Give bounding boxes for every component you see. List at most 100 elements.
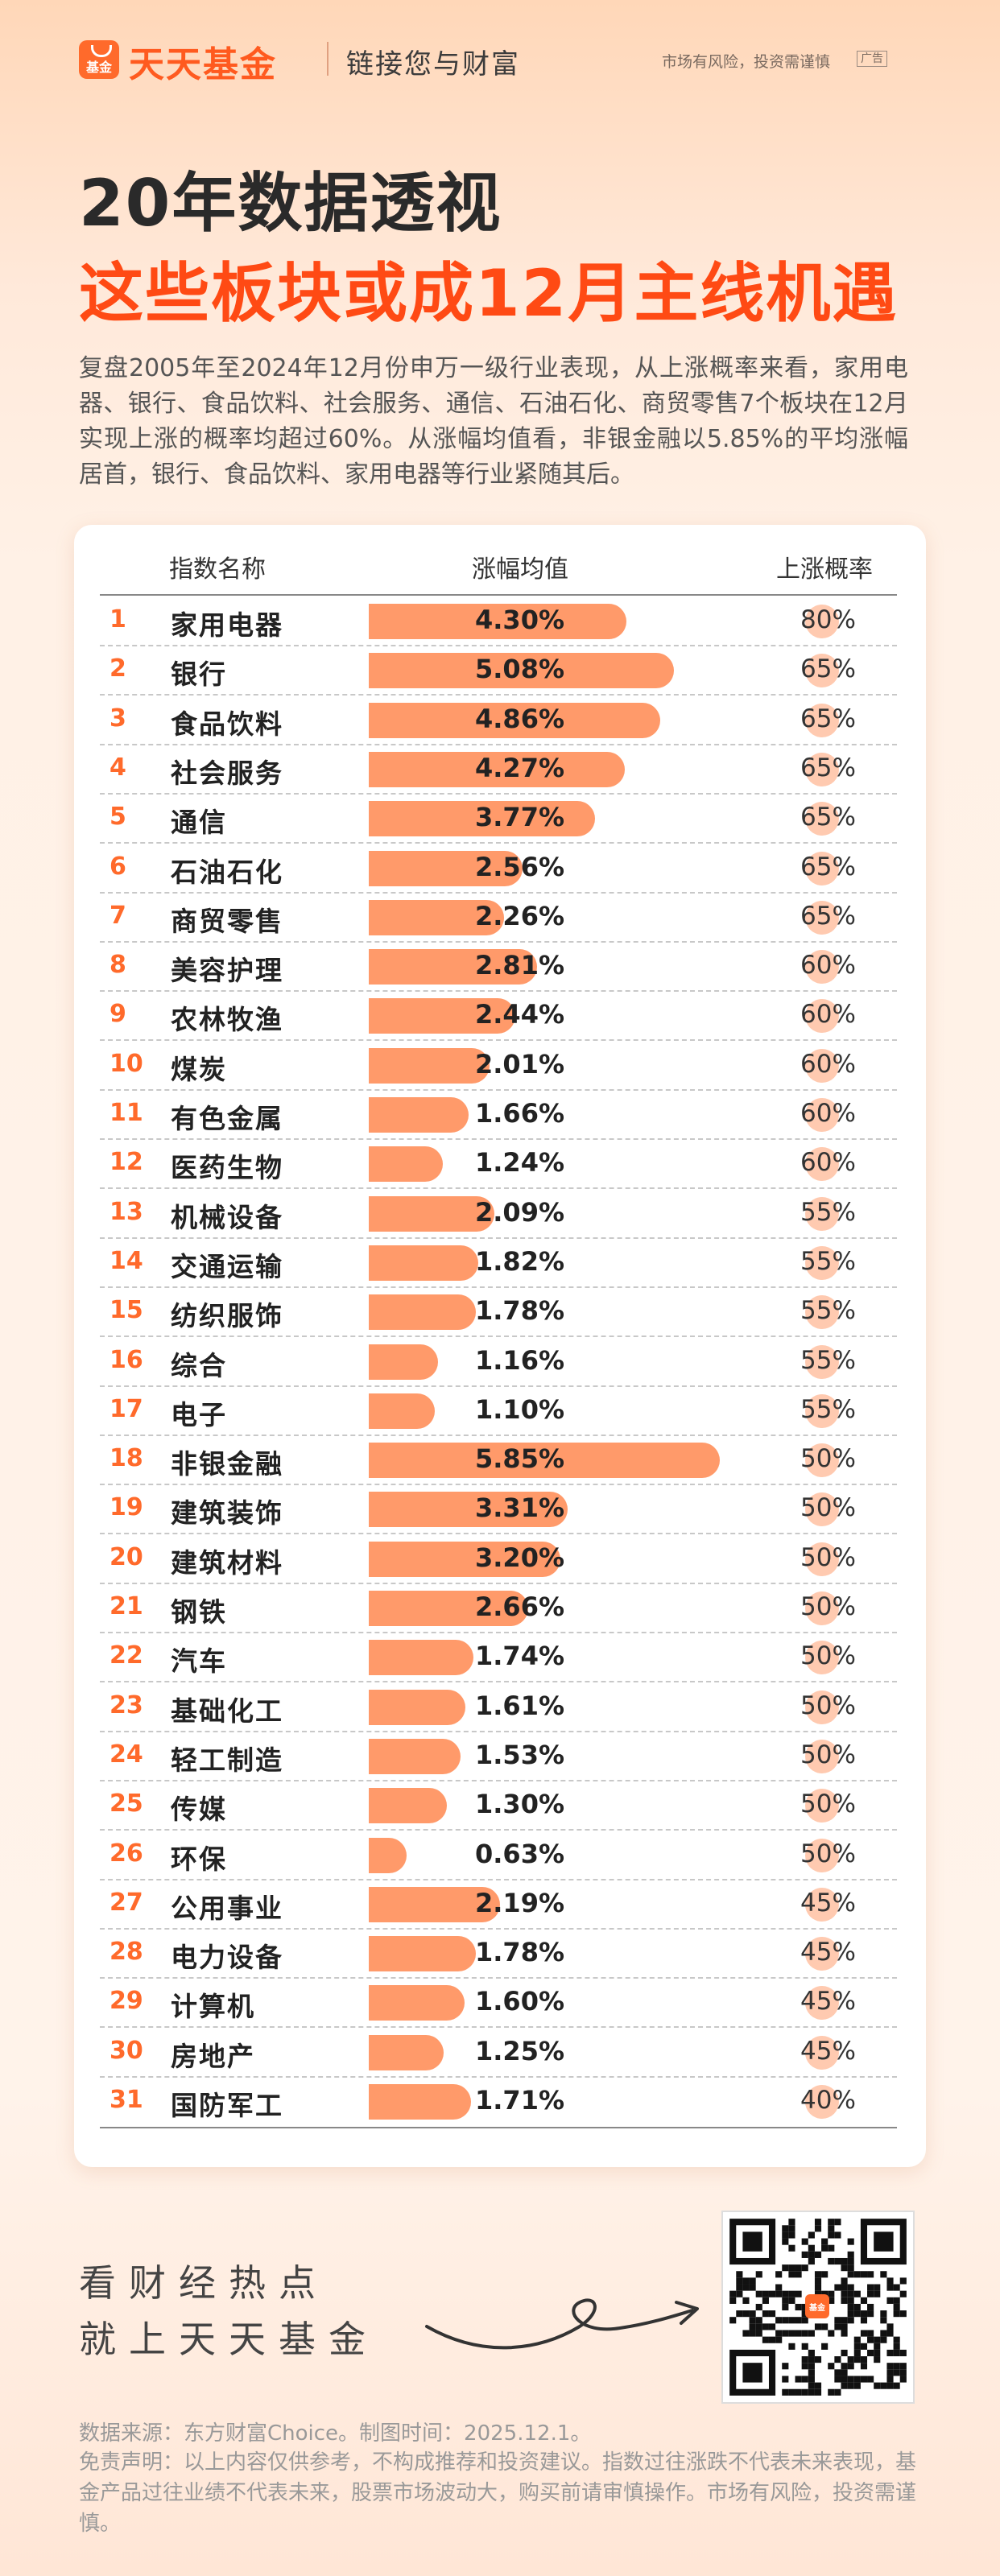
- prob-value-label: 60%: [800, 951, 856, 980]
- prob-value-label: 55%: [800, 1246, 856, 1276]
- page-title: 20年数据透视: [79, 166, 502, 241]
- table-row: 6 石油石化 2.56% 65%: [100, 844, 897, 894]
- table-row: 9 农林牧渔 2.44% 60%: [100, 992, 897, 1042]
- row-rank: 2: [110, 654, 126, 683]
- table-row: 18 非银金融 5.85% 50%: [100, 1436, 897, 1486]
- row-rank: 18: [110, 1444, 143, 1473]
- prob-dot: [805, 1937, 839, 1971]
- avg-value-label: 5.85%: [475, 1443, 565, 1475]
- prob-value-label: 80%: [800, 605, 856, 634]
- row-rank: 6: [110, 852, 126, 881]
- prob-value-label: 45%: [800, 1938, 856, 1967]
- prob-value-label: 65%: [800, 654, 856, 684]
- avg-value-label: 3.20%: [475, 1542, 565, 1573]
- avg-value-label: 2.26%: [475, 900, 565, 931]
- avg-bar: [369, 751, 625, 787]
- row-index-name: 基础化工: [171, 1695, 283, 1727]
- row-rank: 26: [110, 1839, 143, 1868]
- prob-value-label: 65%: [800, 753, 856, 782]
- row-index-name: 电力设备: [171, 1942, 283, 1974]
- prob-value-label: 45%: [800, 1987, 856, 2017]
- table-row: 29 计算机 1.60% 45%: [100, 1979, 897, 2029]
- avg-value-label: 2.44%: [475, 999, 565, 1030]
- row-index-name: 医药生物: [171, 1152, 283, 1184]
- ad-badge: 广告: [857, 51, 887, 67]
- table-row: 16 综合 1.16% 55%: [100, 1338, 897, 1387]
- table-row: 17 电子 1.10% 55%: [100, 1387, 897, 1436]
- prob-value-label: 50%: [800, 1839, 856, 1868]
- table-row: 10 煤炭 2.01% 60%: [100, 1042, 897, 1091]
- row-index-name: 钢铁: [171, 1596, 227, 1628]
- table-row: 19 建筑装饰 3.31% 50%: [100, 1485, 897, 1535]
- row-index-name: 农林牧渔: [171, 1004, 283, 1036]
- row-rank: 23: [110, 1690, 143, 1719]
- avg-value-label: 1.82%: [475, 1245, 565, 1277]
- row-rank: 27: [110, 1888, 143, 1917]
- prob-value-label: 55%: [800, 1197, 856, 1227]
- prob-dot: [805, 1048, 839, 1083]
- prob-dot: [805, 900, 839, 935]
- prob-dot: [805, 2085, 839, 2119]
- prob-dot: [805, 1591, 839, 1625]
- row-index-name: 轻工制造: [171, 1744, 283, 1776]
- row-index-name: 计算机: [171, 1991, 255, 2023]
- table-row: 24 轻工制造 1.53% 50%: [100, 1732, 897, 1781]
- row-rank: 14: [110, 1246, 143, 1275]
- row-index-name: 房地产: [171, 2040, 255, 2072]
- avg-bar: [369, 1837, 407, 1873]
- prob-value-label: 50%: [800, 1542, 856, 1572]
- prob-dot: [805, 1542, 839, 1576]
- avg-value-label: 1.78%: [475, 1937, 565, 1968]
- avg-bar: [369, 1245, 478, 1281]
- avg-bar: [369, 1541, 560, 1577]
- prob-dot: [805, 1789, 839, 1823]
- avg-bar: [369, 1443, 720, 1479]
- avg-value-label: 1.66%: [475, 1098, 565, 1129]
- row-rank: 1: [110, 605, 126, 634]
- avg-value-label: 2.01%: [475, 1048, 565, 1080]
- row-rank: 13: [110, 1197, 143, 1226]
- prob-dot: [805, 1245, 839, 1280]
- avg-bar: [369, 2084, 471, 2120]
- prob-dot: [805, 950, 839, 985]
- row-rank: 5: [110, 803, 126, 832]
- avg-bar: [369, 1788, 447, 1824]
- table-row: 23 基础化工 1.61% 50%: [100, 1683, 897, 1732]
- prob-value-label: 60%: [800, 1000, 856, 1030]
- row-index-name: 环保: [171, 1843, 227, 1875]
- prob-value-label: 65%: [800, 704, 856, 733]
- column-header-prob: 上涨概率: [776, 555, 873, 584]
- prob-value-label: 45%: [800, 2036, 856, 2066]
- prob-dot: [805, 1492, 839, 1527]
- avg-bar: [369, 998, 515, 1034]
- brand-slogan: 链接您与财富: [346, 48, 520, 80]
- row-rank: 4: [110, 753, 126, 782]
- avg-value-label: 2.56%: [475, 851, 565, 882]
- avg-value-label: 1.30%: [475, 1789, 565, 1820]
- row-index-name: 建筑装饰: [171, 1497, 283, 1530]
- row-rank: 7: [110, 901, 126, 930]
- avg-value-label: 1.10%: [475, 1393, 565, 1425]
- prob-dot: [805, 1098, 839, 1132]
- avg-bar: [369, 1097, 469, 1133]
- row-index-name: 机械设备: [171, 1201, 283, 1233]
- row-index-name: 国防军工: [171, 2090, 283, 2121]
- data-table-card: [74, 525, 926, 2167]
- risk-notice: 市场有风险，投资需谨慎: [662, 53, 831, 71]
- prob-value-label: 50%: [800, 1690, 856, 1720]
- prob-value-label: 50%: [800, 1641, 856, 1671]
- row-rank: 9: [110, 1000, 126, 1029]
- row-rank: 30: [110, 2036, 143, 2065]
- prob-dot: [805, 851, 839, 886]
- table-row: 12 医药生物 1.24% 60%: [100, 1140, 897, 1190]
- arrow-icon: [425, 2298, 699, 2350]
- cta-line-2: 就上天天基金: [79, 2318, 378, 2361]
- prob-dot: [805, 654, 839, 688]
- prob-dot: [805, 1344, 839, 1379]
- row-index-name: 交通运输: [171, 1250, 283, 1282]
- row-index-name: 家用电器: [171, 609, 283, 641]
- avg-bar: [369, 1294, 476, 1331]
- row-index-name: 煤炭: [171, 1053, 227, 1085]
- header: 基金 天天基金 链接您与财富 市场有风险，投资需谨慎 广告: [0, 0, 1000, 121]
- avg-bar: [369, 1738, 461, 1774]
